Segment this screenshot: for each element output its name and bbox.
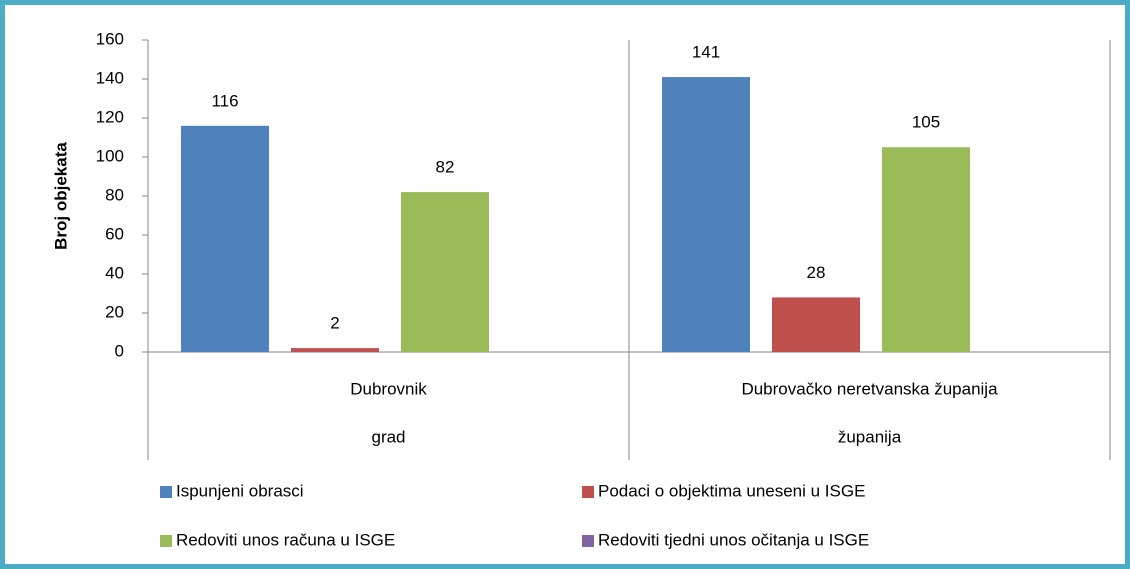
data-label: 141 bbox=[692, 43, 720, 62]
x-tick-label: Dubrovnik bbox=[350, 379, 427, 398]
y-tick-label: 140 bbox=[96, 68, 124, 87]
bar bbox=[882, 147, 970, 352]
y-tick-label: 160 bbox=[96, 29, 124, 48]
x-group-label: županija bbox=[838, 427, 902, 446]
legend-label: Redoviti unos računa u ISGE bbox=[176, 530, 395, 549]
y-axis-title: Broj objekata bbox=[51, 142, 70, 250]
y-tick-label: 100 bbox=[96, 146, 124, 165]
data-label: 105 bbox=[912, 113, 940, 132]
bar bbox=[401, 192, 489, 352]
y-tick-label: 40 bbox=[105, 263, 124, 282]
data-label: 82 bbox=[436, 158, 455, 177]
bar bbox=[291, 348, 379, 352]
legend-label: Podaci o objektima uneseni u ISGE bbox=[598, 481, 865, 500]
bar bbox=[181, 125, 269, 352]
legend-swatch bbox=[582, 486, 594, 498]
y-tick-label: 20 bbox=[105, 302, 124, 321]
x-tick-label: Dubrovačko neretvanska županija bbox=[741, 379, 998, 398]
legend-swatch bbox=[582, 535, 594, 547]
bar bbox=[662, 77, 750, 353]
x-group-label: grad bbox=[371, 427, 405, 446]
legend-label: Ispunjeni obrasci bbox=[176, 481, 304, 500]
y-tick-label: 0 bbox=[115, 341, 124, 360]
data-label: 116 bbox=[211, 91, 238, 110]
data-label: 28 bbox=[807, 263, 826, 282]
data-label: 2 bbox=[330, 314, 339, 333]
bar bbox=[772, 297, 860, 352]
legend-swatch bbox=[160, 486, 172, 498]
legend-swatch bbox=[160, 535, 172, 547]
legend-label: Redoviti tjedni unos očitanja u ISGE bbox=[598, 530, 869, 549]
y-tick-label: 80 bbox=[105, 185, 124, 204]
y-tick-label: 60 bbox=[105, 224, 124, 243]
y-tick-label: 120 bbox=[96, 107, 124, 126]
